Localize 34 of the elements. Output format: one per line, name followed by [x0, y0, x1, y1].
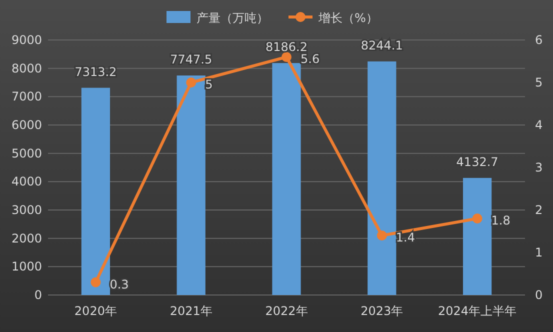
y-tick-label: 8000	[11, 61, 42, 76]
legend-label: 增长（%）	[318, 11, 378, 25]
x-tick-label: 2022年	[265, 304, 308, 318]
data-label: 1.8	[491, 214, 510, 228]
y2-tick-label: 6	[535, 33, 543, 47]
y2-tick-label: 2	[535, 203, 543, 217]
y-tick-label: 5000	[11, 146, 42, 160]
x-tick-label: 2020年	[74, 304, 117, 318]
y2-tick-label: 0	[535, 288, 543, 302]
x-tick-label: 2021年	[170, 304, 212, 318]
data-label: 4132.7	[456, 154, 498, 169]
data-label: 7747.5	[170, 52, 212, 66]
y2-tick-label: 3	[535, 160, 543, 174]
x-tick-label: 2024年上半年	[438, 304, 517, 318]
y-tick-label: 2000	[11, 231, 42, 246]
data-label: 8244.1	[360, 38, 403, 52]
y2-tick-label: 1	[535, 246, 543, 260]
y-tick-label: 9000	[11, 33, 42, 47]
y-tick-label: 0	[34, 288, 42, 302]
data-label: 7313.2	[74, 64, 117, 79]
y-tick-label: 1000	[11, 260, 42, 274]
y-tick-label: 7000	[11, 90, 42, 104]
y2-tick-label: 4	[535, 118, 543, 132]
data-label: 8186.2	[266, 40, 308, 54]
y-tick-label: 3000	[11, 203, 42, 217]
data-label: 0.3	[110, 277, 129, 292]
data-label: 5	[205, 78, 213, 92]
y-tick-label: 6000	[11, 118, 42, 132]
data-label: 5.6	[300, 52, 320, 66]
y-tick-label: 4000	[11, 174, 42, 189]
legend-label: 产量（万吨）	[196, 11, 268, 25]
data-label: 1.4	[396, 230, 415, 244]
x-tick-label: 2023年	[360, 304, 404, 318]
y2-tick-label: 5	[535, 76, 543, 90]
